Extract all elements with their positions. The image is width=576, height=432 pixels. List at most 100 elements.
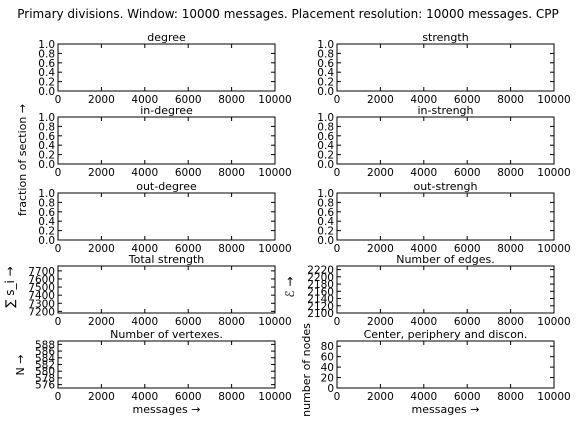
y-tick-label: 0.4: [317, 67, 334, 79]
x-tick-label: 8000: [218, 243, 245, 255]
y-tick-label: 0.2: [38, 226, 55, 238]
y-tick-label: 40: [321, 362, 334, 374]
y-tick-label: 0: [327, 383, 334, 395]
figure-title: Primary divisions. Window: 10000 message…: [17, 7, 558, 21]
panel-total-strength: 0 2000 4000 6000 8000 10000 720073007400750076…: [28, 253, 291, 328]
x-tick-label: 8000: [497, 391, 524, 403]
y-tick-label: 0.6: [317, 58, 334, 70]
y-tick-label: 2200: [307, 272, 334, 284]
x-tick-label: 8000: [497, 167, 524, 179]
x-tick-label: 6000: [175, 391, 202, 403]
panel-in-strengh: 0 2000 4000 6000 8000 10000 0.00.20.40.60.81.0…: [317, 104, 570, 179]
x-tick-label: 0: [334, 243, 341, 255]
panel-title: Number of edges.: [396, 253, 495, 266]
y-axis-label-number-of-vertexes: N →: [14, 355, 27, 376]
y-tick-label: 0.0: [38, 86, 55, 98]
axes-frame: [57, 265, 276, 314]
y-tick-label: 1.0: [317, 188, 334, 200]
y-tick-label: 0.6: [38, 131, 55, 143]
x-tick-label: 2000: [367, 243, 394, 255]
x-tick-label: 10000: [258, 94, 291, 106]
subplot-grid: 0 2000 4000 6000 8000 100000.00.20.40.60.81.0…: [3, 31, 571, 417]
panel-out-strengh: 0 2000 4000 6000 8000 10000 0.00.20.40.60.81.0…: [317, 180, 570, 255]
x-tick-label: 0: [334, 167, 341, 179]
x-tick-label: 8000: [218, 94, 245, 106]
x-tick-label: 6000: [175, 243, 202, 255]
panel-title: degree: [147, 31, 186, 44]
y-tick-label: 80: [321, 341, 334, 353]
y-tick-label: 0.0: [38, 235, 55, 247]
x-tick-label: 0: [334, 316, 341, 328]
y-tick-label: 0.4: [38, 67, 55, 79]
x-tick-label: 4000: [410, 316, 437, 328]
x-axis-label: messages →: [412, 403, 480, 416]
x-tick-label: 4000: [131, 391, 158, 403]
y-tick-label: 60: [321, 352, 334, 364]
y-tick-label: 0.0: [317, 86, 334, 98]
y-tick-label: 0.8: [317, 48, 334, 60]
x-tick-label: 10000: [537, 391, 570, 403]
y-tick-label: 1.0: [317, 39, 334, 51]
y-tick-label: 0.6: [38, 207, 55, 219]
y-axis-label-in-degree: fraction of section →: [16, 104, 29, 216]
axes-frame: [336, 192, 555, 241]
x-tick-label: 10000: [537, 167, 570, 179]
x-tick-label: 2000: [367, 391, 394, 403]
y-axis-label-center-periphery-and-discon: number of nodes: [300, 323, 313, 417]
x-tick-label: 8000: [497, 94, 524, 106]
x-tick-label: 0: [334, 391, 341, 403]
panel-title: Center, periphery and discon.: [364, 328, 528, 341]
x-tick-label: 4000: [131, 243, 158, 255]
y-tick-label: 2180: [307, 279, 334, 291]
y-tick-label: 2160: [307, 286, 334, 298]
panel-degree: 0 2000 4000 6000 8000 10000 0.00.20.40.60.81.0…: [38, 31, 291, 106]
y-tick-label: 588: [35, 339, 55, 351]
panel-number-of-vertexes: 0 2000 4000 6000 8000 10000 576578580582584586…: [35, 328, 292, 416]
y-tick-label: 0.0: [38, 159, 55, 171]
x-tick-label: 6000: [454, 94, 481, 106]
panel-in-degree: 0 2000 4000 6000 8000 10000 0.00.20.40.60.81.0…: [38, 104, 291, 179]
x-tick-label: 6000: [175, 94, 202, 106]
x-tick-label: 0: [55, 391, 62, 403]
y-tick-label: 1.0: [38, 188, 55, 200]
y-tick-label: 20: [321, 373, 334, 385]
y-tick-label: 7600: [28, 274, 55, 286]
panel-strength: 0 2000 4000 6000 8000 10000 0.00.20.40.60.81.0…: [317, 31, 570, 106]
panel-number-of-edges: 0 2000 4000 6000 8000 10000 210021202140216021…: [307, 253, 570, 328]
x-tick-label: 10000: [258, 316, 291, 328]
x-tick-label: 2000: [367, 94, 394, 106]
y-tick-label: 1.0: [38, 39, 55, 51]
y-tick-label: 7200: [28, 306, 55, 318]
x-tick-label: 2000: [88, 316, 115, 328]
y-tick-label: 0.0: [317, 159, 334, 171]
y-tick-label: 584: [35, 353, 55, 365]
x-tick-label: 4000: [131, 167, 158, 179]
panel-title: in-degree: [140, 104, 193, 117]
x-tick-label: 10000: [537, 243, 570, 255]
x-tick-label: 10000: [537, 94, 570, 106]
x-tick-label: 4000: [131, 94, 158, 106]
y-tick-label: 586: [35, 346, 55, 358]
y-axis-label-number-of-edges: ℰ →: [283, 276, 297, 297]
y-tick-label: 7300: [28, 298, 55, 310]
y-tick-label: 7500: [28, 282, 55, 294]
y-tick-label: 0.2: [317, 150, 334, 162]
x-tick-label: 0: [55, 167, 62, 179]
axes-frame: [57, 340, 276, 389]
y-tick-label: 0.4: [38, 216, 55, 228]
x-tick-label: 6000: [454, 167, 481, 179]
x-tick-label: 10000: [258, 167, 291, 179]
x-tick-label: 8000: [218, 316, 245, 328]
panel-title: out-degree: [136, 180, 197, 193]
x-tick-label: 10000: [537, 316, 570, 328]
x-tick-label: 2000: [88, 167, 115, 179]
y-tick-label: 578: [35, 373, 55, 385]
panel-title: out-strengh: [413, 180, 477, 193]
x-tick-label: 6000: [175, 316, 202, 328]
y-tick-label: 0.2: [38, 77, 55, 89]
y-tick-label: 0.2: [317, 77, 334, 89]
x-tick-label: 0: [55, 316, 62, 328]
x-tick-label: 8000: [497, 243, 524, 255]
panel-out-degree: 0 2000 4000 6000 8000 10000 0.00.20.40.60.81.0…: [38, 180, 291, 255]
